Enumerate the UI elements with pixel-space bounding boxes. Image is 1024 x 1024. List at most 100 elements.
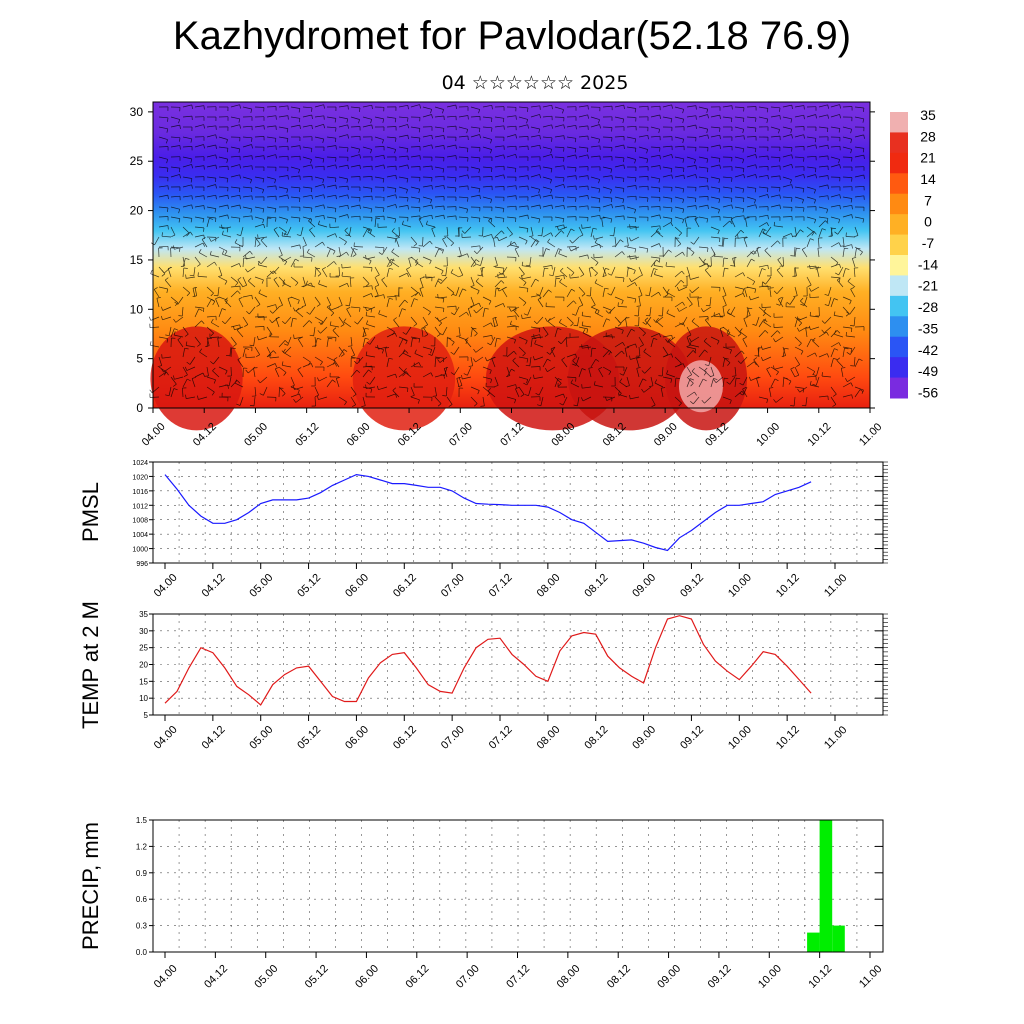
wind-barb-flag xyxy=(203,144,205,149)
wind-barb xyxy=(490,336,496,346)
wind-barb-flag xyxy=(742,293,746,298)
wind-barb-flag xyxy=(647,135,649,140)
wind-barb xyxy=(578,286,586,294)
wind-barb xyxy=(482,166,493,169)
wind-barb-flag xyxy=(604,287,609,290)
wind-barb-flag xyxy=(309,227,313,231)
wind-barb xyxy=(662,216,672,219)
wind-barb xyxy=(326,296,332,306)
wind-barb-flag xyxy=(549,274,554,277)
wind-barb xyxy=(326,216,336,219)
wind-barb xyxy=(554,135,564,138)
wind-barb xyxy=(666,292,676,298)
wind-barb xyxy=(182,256,186,266)
wind-barb xyxy=(393,319,400,328)
wind-barb xyxy=(758,194,768,198)
wind-barb-flag xyxy=(215,164,217,169)
wind-barb xyxy=(602,175,612,178)
wind-barb xyxy=(410,215,420,218)
wind-barb-flag xyxy=(793,295,798,297)
wind-barb xyxy=(378,386,388,391)
wind-barb xyxy=(314,386,320,396)
wind-barb-flag xyxy=(187,378,191,382)
wind-barb-flag xyxy=(365,283,370,287)
x-tick-label: 07.00 xyxy=(447,421,475,449)
wind-barb xyxy=(465,339,472,348)
wind-barb xyxy=(294,386,304,390)
wind-barb-flag xyxy=(334,362,338,367)
wind-barb xyxy=(758,106,768,109)
wind-barb xyxy=(149,396,160,398)
wind-barb xyxy=(588,368,592,378)
wind-barb-flag xyxy=(282,279,286,284)
wind-barb xyxy=(624,348,628,358)
wind-barb xyxy=(626,125,637,128)
wind-barb xyxy=(476,246,484,254)
wind-barb-flag xyxy=(413,243,418,247)
wind-barb xyxy=(794,114,804,118)
wind-barb-flag xyxy=(826,218,829,223)
wind-barb xyxy=(374,266,380,276)
wind-barb xyxy=(626,185,636,188)
wind-barb xyxy=(662,249,669,258)
wind-barb-flag xyxy=(424,334,428,337)
wind-barb-flag xyxy=(633,270,636,275)
wind-barb xyxy=(302,176,313,178)
wind-barb xyxy=(565,337,568,348)
wind-barb xyxy=(230,285,241,288)
wind-barb-flag xyxy=(429,240,433,245)
wind-barb xyxy=(350,106,361,109)
wind-barb xyxy=(850,289,856,298)
wind-barb-flag xyxy=(306,248,310,253)
wind-barb xyxy=(631,276,640,283)
wind-barb xyxy=(290,186,301,189)
precip-bar xyxy=(807,932,820,952)
wind-barb xyxy=(374,136,384,140)
wind-barb-flag xyxy=(815,174,818,179)
wind-barb-flag xyxy=(550,149,553,154)
wind-barb xyxy=(818,175,828,178)
wind-barb xyxy=(254,125,264,128)
wind-barb-flag xyxy=(742,336,747,340)
wind-barb xyxy=(284,316,292,325)
wind-barb xyxy=(746,258,752,268)
wind-barb-flag xyxy=(575,197,577,202)
wind-barb-flag xyxy=(202,218,205,223)
wind-barb xyxy=(698,216,708,220)
wind-barb-flag xyxy=(311,125,313,130)
y-tick-label: 20 xyxy=(139,661,148,670)
wind-barb-flag xyxy=(315,267,320,269)
wind-barb-flag xyxy=(352,404,356,408)
wind-barb xyxy=(338,346,345,355)
wind-barb-flag xyxy=(354,321,358,325)
wind-barb-flag xyxy=(711,254,716,258)
wind-barb xyxy=(666,373,676,378)
wind-barb-flag xyxy=(233,343,237,347)
wind-barb-flag xyxy=(755,174,758,179)
wind-barb-flag xyxy=(322,138,325,143)
warm-surface-region xyxy=(567,326,691,431)
wind-barb-flag xyxy=(429,260,432,265)
wind-barb-flag xyxy=(718,188,721,193)
wind-barb-flag xyxy=(405,340,408,345)
wind-barb xyxy=(434,106,444,110)
wind-barb xyxy=(757,348,760,358)
wind-barb-flag xyxy=(601,217,606,219)
wind-barb-flag xyxy=(752,323,757,326)
wind-barb-flag xyxy=(478,169,481,174)
wind-barb-flag xyxy=(167,185,169,190)
wind-barb xyxy=(801,249,808,258)
wind-barb xyxy=(530,144,540,148)
wind-barb-flag xyxy=(671,104,673,109)
wind-barb-flag xyxy=(274,138,277,143)
wind-barb xyxy=(309,306,316,315)
wind-barb-flag xyxy=(523,282,527,286)
wind-barb xyxy=(715,376,724,383)
wind-barb-flag xyxy=(597,119,600,124)
wind-barb-flag xyxy=(383,164,385,169)
wind-barb xyxy=(422,306,431,313)
wind-barb xyxy=(614,342,623,348)
wind-barb xyxy=(386,126,397,128)
wind-barb-flag xyxy=(845,331,847,337)
wind-barb-flag xyxy=(451,341,455,346)
